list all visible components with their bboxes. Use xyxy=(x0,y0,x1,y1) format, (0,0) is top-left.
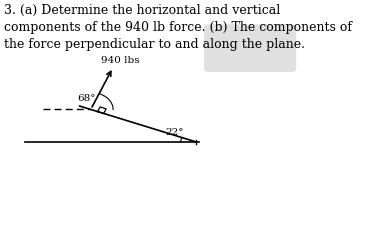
Text: 68°: 68° xyxy=(77,94,96,103)
Text: 3. (a) Determine the horizontal and vertical
components of the 940 lb force. (b): 3. (a) Determine the horizontal and vert… xyxy=(4,4,352,50)
FancyBboxPatch shape xyxy=(204,25,296,73)
Text: 940 lbs: 940 lbs xyxy=(101,56,140,65)
Text: 22°: 22° xyxy=(166,128,184,136)
